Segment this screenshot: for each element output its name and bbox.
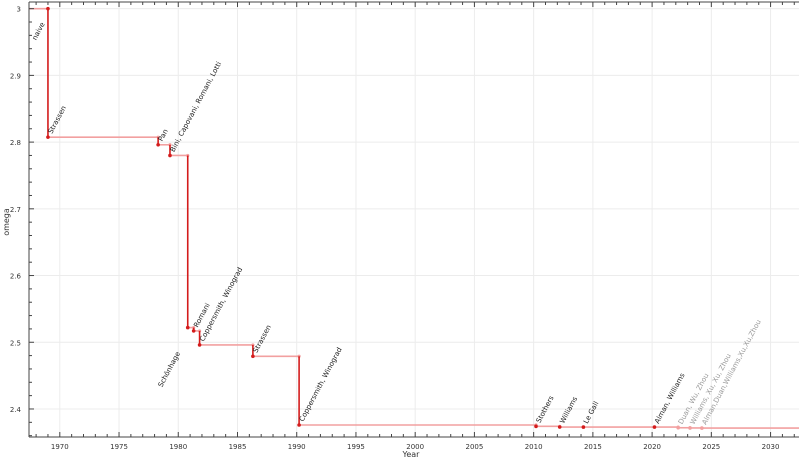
grid: [29, 2, 799, 437]
y-tick-label: 2.7: [10, 206, 21, 214]
y-tick-label: 2.9: [10, 72, 21, 80]
x-tick-label: 1990: [288, 443, 306, 451]
data-point: [46, 135, 50, 139]
data-point: [297, 423, 301, 427]
data-point: [46, 7, 50, 11]
point-label: Strassen: [47, 105, 68, 136]
x-tick-label: 2020: [643, 443, 661, 451]
point-label: naive: [31, 21, 47, 42]
y-tick-label: 2.5: [10, 339, 21, 347]
x-tick-label: 2015: [584, 443, 602, 451]
point-label: Bini, Capovani, Romani, Lotti: [169, 60, 224, 153]
data-point: [156, 143, 160, 147]
data-point: [700, 426, 704, 430]
data-point: [676, 426, 680, 430]
x-tick-label: 1970: [51, 443, 69, 451]
y-tick-label: 2.4: [10, 406, 22, 414]
x-tick-label: 2030: [762, 443, 780, 451]
data-point: [186, 326, 190, 330]
data-point: [251, 354, 255, 358]
point-label: Strassen: [252, 324, 273, 355]
y-tick-label: 2.6: [10, 273, 22, 281]
point-label: Coppersmith, Winograd: [298, 346, 344, 423]
point-label: Alman,Duan,Williams,Xu,Xu,Zhou: [701, 318, 763, 426]
y-tick-label: 3: [17, 6, 21, 14]
data-point: [582, 425, 586, 429]
x-tick-label: 2005: [466, 443, 484, 451]
omega-step-chart: naive Strassen PanBini, Capovani, Romani, …: [0, 0, 800, 460]
x-tick-label: 1980: [169, 443, 187, 451]
data-point: [168, 154, 172, 158]
data-point: [558, 425, 562, 429]
point-label: Le Gall: [582, 400, 600, 425]
point-label: Pan: [157, 128, 170, 143]
y-axis-label: omega: [2, 208, 11, 236]
data-point: [192, 329, 196, 333]
data-point: [688, 426, 692, 430]
data-point: [534, 425, 538, 429]
data-point: [198, 343, 202, 347]
x-tick-label: 1975: [110, 443, 128, 451]
x-axis-label: Year: [402, 450, 421, 459]
omega-series: [29, 7, 799, 430]
point-labels: naive Strassen PanBini, Capovani, Romani, …: [31, 21, 763, 426]
x-tick-label: 1985: [229, 443, 247, 451]
x-tick-label: 2010: [525, 443, 543, 451]
x-tick-label: 1995: [347, 443, 365, 451]
y-tick-label: 2.8: [10, 139, 21, 147]
point-label: Williams: [558, 395, 579, 425]
data-point: [653, 425, 657, 429]
x-tick-label: 2025: [702, 443, 720, 451]
